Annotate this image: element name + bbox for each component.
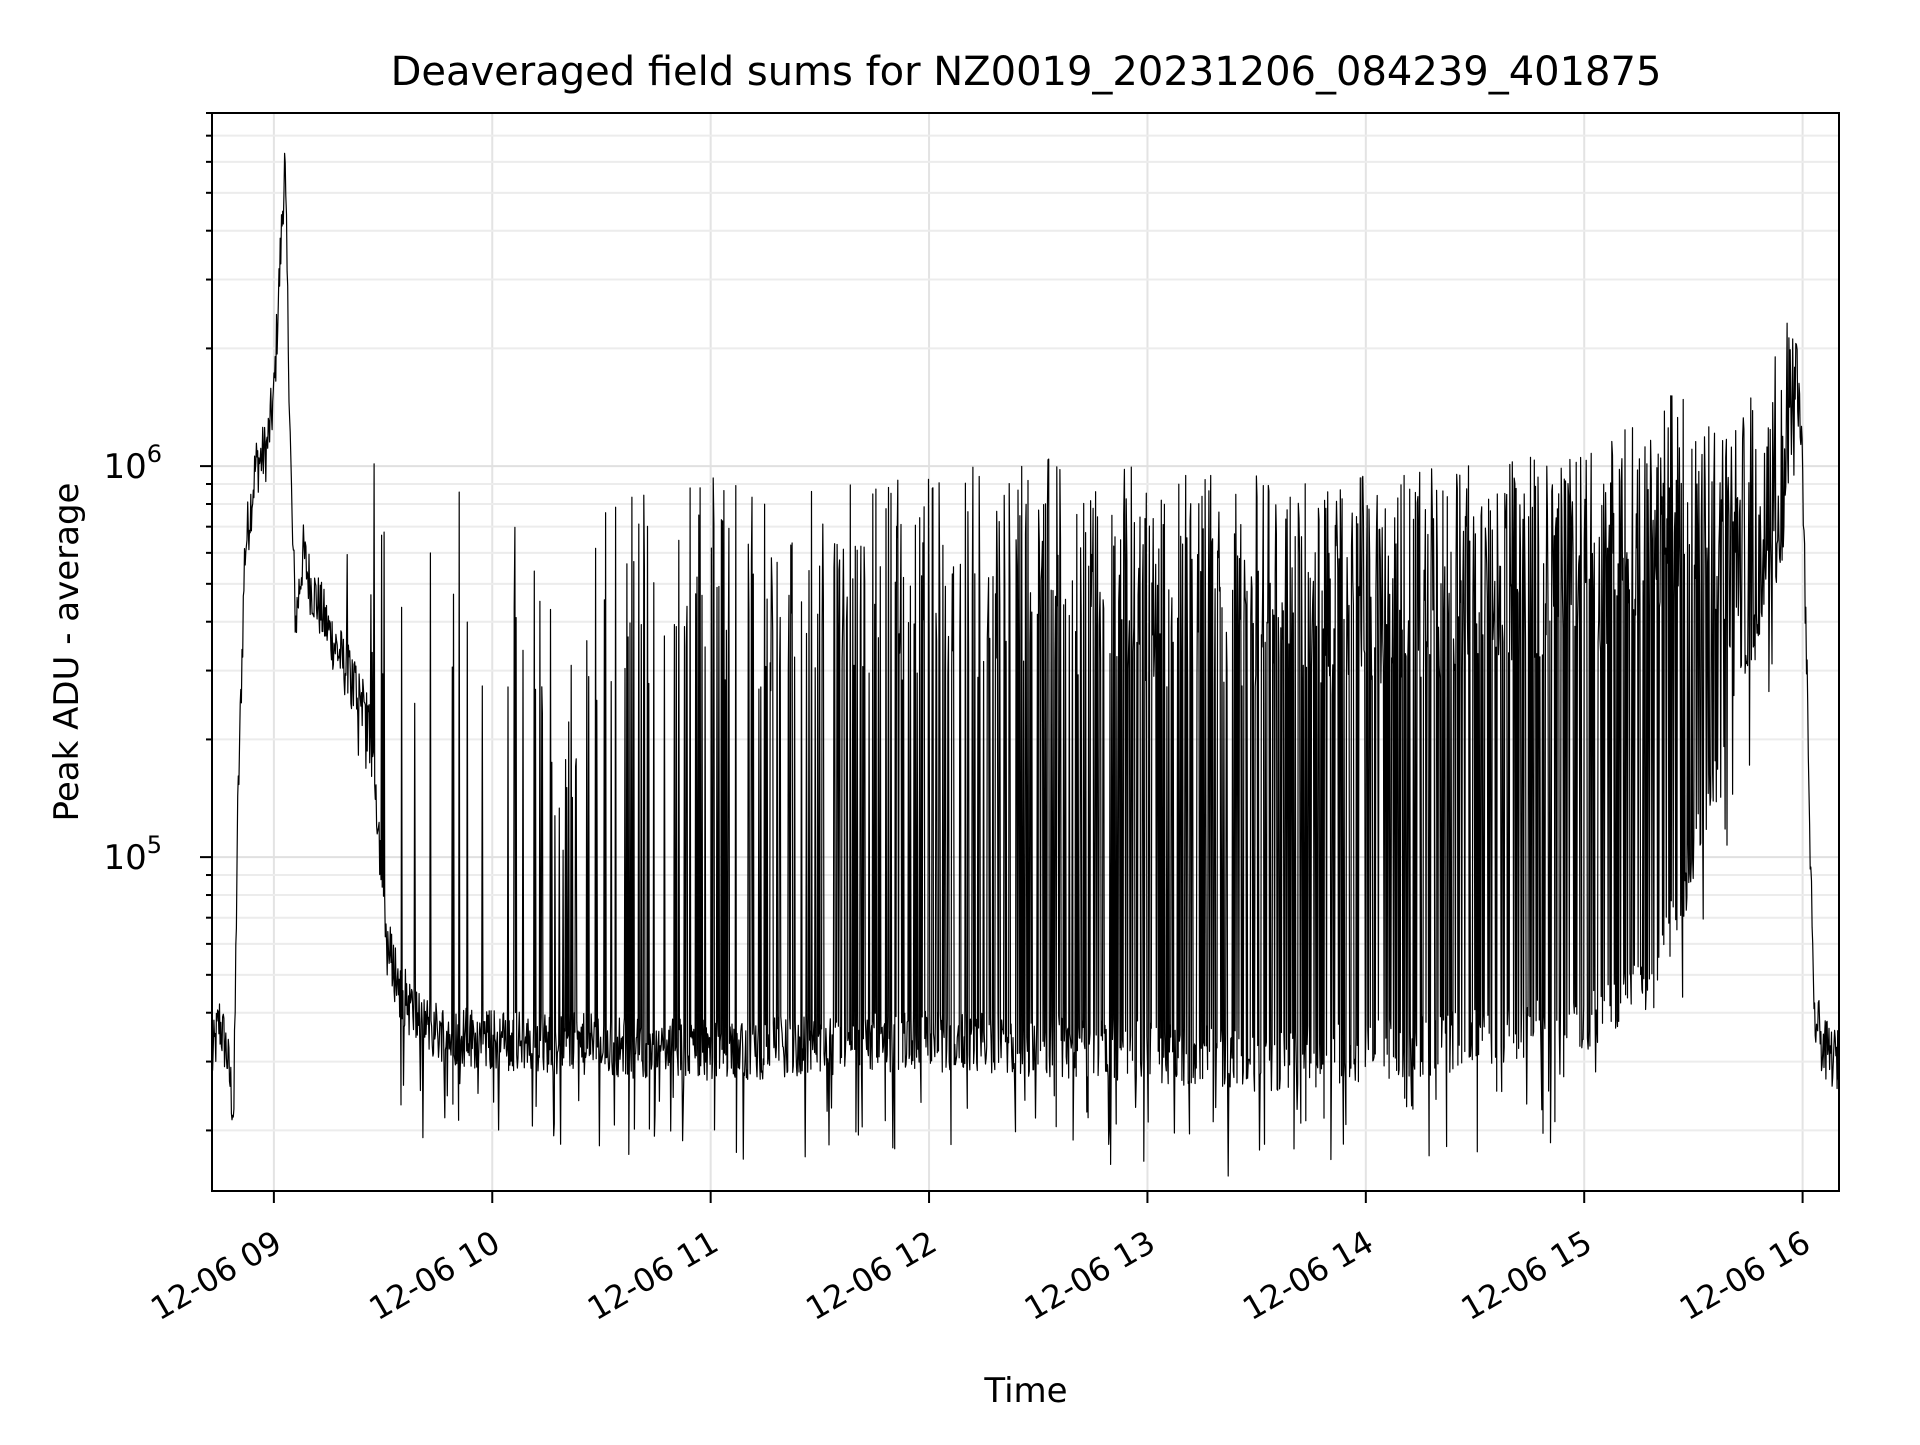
y-tick-label: 105 (103, 831, 162, 878)
plot-frame (211, 112, 1840, 1192)
x-axis-label: Time (983, 1371, 1067, 1411)
data-series-line (212, 152, 1839, 1177)
y-axis-label: Peak ADU - average (47, 483, 87, 822)
series-layer (212, 152, 1839, 1177)
chart-title: Deaveraged field sums for NZ0019_2023120… (391, 49, 1662, 95)
y-tick-label: 106 (103, 440, 162, 487)
